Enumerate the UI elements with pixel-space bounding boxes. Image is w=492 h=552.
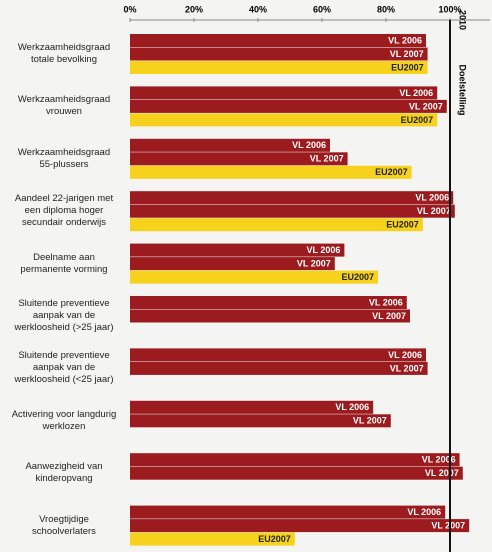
- bar: [130, 505, 446, 519]
- bar-label: VL 2006: [369, 297, 403, 307]
- bar-label: VL 2006: [307, 245, 341, 255]
- bar: [130, 532, 295, 546]
- bar-label: VL 2006: [335, 402, 369, 412]
- bar: [130, 165, 412, 179]
- bar: [130, 243, 345, 257]
- category-label: Vroegtijdige schoolverlaters: [32, 513, 96, 537]
- category-label: Sluitende preventieve aanpak van de werk…: [14, 350, 114, 386]
- bar-label: EU2007: [386, 220, 419, 230]
- bar-label: VL 2006: [388, 350, 422, 360]
- bar-label: VL 2007: [390, 363, 424, 373]
- category-label: Werkzaamheidsgraad 55-plussers: [17, 146, 111, 170]
- bar: [130, 466, 463, 480]
- x-tick-label: 20%: [185, 4, 203, 14]
- bar-label: EU2007: [375, 167, 408, 177]
- bar: [130, 414, 391, 428]
- target-year: 2010: [458, 10, 468, 30]
- bar: [130, 191, 454, 205]
- bar-label: VL 2007: [417, 206, 451, 216]
- bar-label: EU2007: [391, 62, 424, 72]
- bar: [130, 270, 378, 284]
- bar-label: EU2007: [401, 115, 434, 125]
- bar-label: VL 2006: [399, 88, 433, 98]
- category-label: Sluitende preventieve aanpak van de werk…: [14, 298, 114, 333]
- category-label: Aanwezigheid van kinderopvang: [25, 461, 103, 485]
- bar: [130, 138, 330, 152]
- bar: [130, 47, 428, 61]
- bar: [130, 361, 428, 375]
- bar: [130, 257, 335, 271]
- bar-label: VL 2007: [353, 416, 387, 426]
- category-label: Deelname aan permanente vorming: [20, 251, 108, 275]
- bar-label: VL 2007: [409, 101, 443, 111]
- x-tick-label: 40%: [249, 4, 267, 14]
- bar-label: EU2007: [341, 272, 374, 282]
- bar: [130, 296, 407, 309]
- bar: [130, 453, 460, 467]
- bar: [130, 348, 426, 362]
- bar-label: VL 2006: [415, 193, 449, 203]
- bar: [130, 34, 426, 47]
- bar: [130, 113, 438, 127]
- target-label: Doelstelling: [458, 64, 468, 115]
- bar-label: VL 2007: [390, 49, 424, 59]
- category-label: Activering voor langdurig werklozen: [11, 408, 117, 432]
- x-tick-label: 100%: [438, 4, 461, 14]
- bar: [130, 309, 410, 323]
- category-label: Werkzaamheidsgraad totale bevolking: [17, 42, 111, 65]
- x-tick-label: 60%: [313, 4, 331, 14]
- bar: [130, 86, 438, 100]
- bar: [130, 61, 428, 74]
- category-label: Werkzaamheidsgraad vrouwen: [17, 94, 111, 118]
- bar-label: VL 2006: [407, 507, 441, 517]
- bar: [130, 400, 374, 414]
- bar: [130, 218, 423, 232]
- bar-label: VL 2006: [388, 35, 422, 45]
- bar: [130, 152, 348, 166]
- bar-label: VL 2007: [372, 311, 406, 321]
- bar: [130, 204, 455, 218]
- bar-label: VL 2007: [425, 468, 459, 478]
- bar-label: EU2007: [258, 534, 291, 544]
- x-tick-label: 80%: [377, 4, 395, 14]
- bar-label: VL 2007: [297, 258, 331, 268]
- bar: [130, 519, 470, 533]
- bar: [130, 99, 447, 113]
- bar-label: VL 2006: [292, 140, 326, 150]
- x-tick-label: 0%: [123, 4, 136, 14]
- bar-label: VL 2007: [431, 520, 465, 530]
- bar-label: VL 2007: [310, 154, 344, 164]
- category-label: Aandeel 22-jarigen met een diploma hoger…: [14, 193, 114, 229]
- bar-label: VL 2006: [422, 455, 456, 465]
